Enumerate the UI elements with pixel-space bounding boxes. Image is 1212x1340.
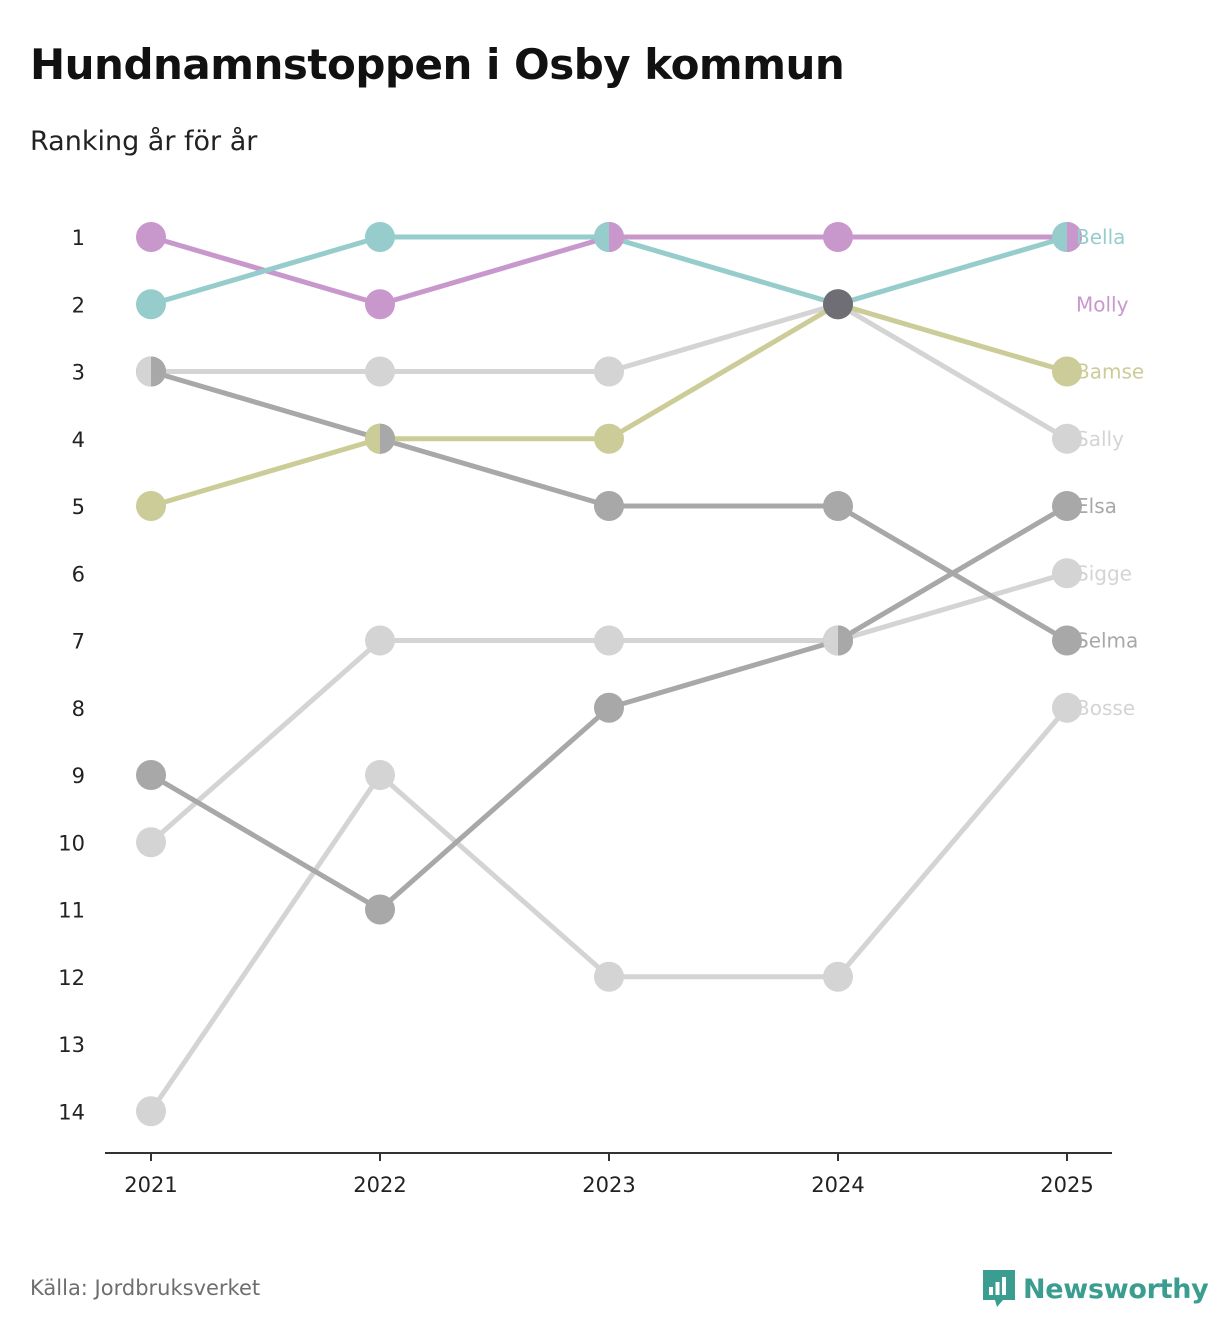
marker-overlap-left	[1052, 222, 1067, 252]
y-tick-label: 6	[72, 562, 85, 586]
series-label-sally: Sally	[1076, 427, 1124, 451]
newsworthy-logo-icon	[983, 1270, 1015, 1307]
marker-overlap-left	[136, 356, 151, 387]
marker-sally-2025[interactable]	[1052, 423, 1082, 454]
marker-overlap-left	[365, 423, 380, 454]
series-label-sigge: Sigge	[1076, 561, 1132, 585]
brand-logo[interactable]: Newsworthy	[983, 1270, 1209, 1308]
series-label-bamse: Bamse	[1076, 360, 1144, 384]
series-labels: Bella Molly Bamse Sally Elsa Sigge Selma Bosse	[1076, 225, 1144, 720]
brand-name: Newsworthy	[1023, 1273, 1209, 1305]
x-tick-label: 2022	[353, 1173, 406, 1197]
series-label-elsa: Elsa	[1076, 494, 1117, 518]
marker-bella-2022[interactable]	[365, 222, 395, 252]
x-tick-label: 2025	[1040, 1173, 1093, 1197]
series-markers	[136, 222, 1082, 1127]
marker-sigge-2023[interactable]	[594, 625, 624, 656]
x-tick-label: 2021	[124, 1173, 177, 1197]
marker-overlap-right	[609, 222, 624, 252]
series-label-bella: Bella	[1076, 225, 1125, 249]
marker-overlap-right	[1067, 222, 1082, 252]
marker-molly-2022[interactable]	[365, 289, 395, 320]
y-tick-label: 12	[58, 966, 85, 990]
marker-bamse-2021[interactable]	[136, 491, 166, 521]
marker-bamse-2025[interactable]	[1052, 356, 1082, 387]
series-label-selma: Selma	[1076, 629, 1138, 653]
marker-bosse-2021[interactable]	[136, 1096, 166, 1127]
marker-sally-2022[interactable]	[365, 356, 395, 387]
marker-overlap-left	[594, 222, 609, 252]
marker-sally-2023[interactable]	[594, 356, 624, 387]
marker-overlap-right	[380, 423, 395, 454]
marker-elsa-2022[interactable]	[365, 894, 395, 925]
marker-molly-2021[interactable]	[136, 222, 166, 252]
y-tick-label: 8	[72, 697, 85, 721]
marker-overlap-right	[838, 625, 853, 656]
y-tick-label: 11	[58, 899, 85, 923]
x-tick-label: 2024	[811, 1173, 864, 1197]
marker-selma-2024[interactable]	[823, 491, 853, 521]
y-tick-label: 1	[72, 226, 85, 250]
chart-subtitle: Ranking år för år	[30, 126, 258, 157]
marker-sigge-2022[interactable]	[365, 625, 395, 656]
marker-selma-2023[interactable]	[594, 491, 624, 521]
marker-sigge-2021[interactable]	[136, 827, 166, 858]
y-tick-label: 2	[72, 293, 85, 317]
source-note: Källa: Jordbruksverket	[30, 1276, 261, 1300]
x-tick-label: 2023	[582, 1173, 635, 1197]
marker-overlap[interactable]	[823, 289, 853, 320]
y-tick-label: 10	[58, 831, 85, 855]
marker-bosse-2023[interactable]	[594, 961, 624, 992]
y-tick-label: 13	[58, 1033, 85, 1057]
y-tick-label: 14	[58, 1100, 85, 1124]
marker-bosse-2022[interactable]	[365, 760, 395, 790]
marker-overlap-right	[151, 356, 167, 387]
y-tick-label: 7	[72, 630, 85, 654]
marker-elsa-2023[interactable]	[594, 692, 624, 723]
y-tick-label: 5	[72, 495, 85, 519]
series-label-molly: Molly	[1076, 292, 1129, 316]
marker-sigge-2025[interactable]	[1052, 558, 1082, 589]
marker-molly-2024[interactable]	[823, 222, 853, 252]
marker-bosse-2025[interactable]	[1052, 692, 1082, 723]
series-label-bosse: Bosse	[1076, 696, 1135, 720]
marker-bella-2021[interactable]	[136, 289, 166, 320]
chart-title: Hundnamnstoppen i Osby kommun	[30, 40, 845, 89]
marker-elsa-2021[interactable]	[136, 760, 166, 790]
marker-overlap-left	[823, 625, 838, 656]
marker-bamse-2023[interactable]	[594, 423, 624, 454]
series-line-bosse[interactable]	[148, 705, 1070, 1114]
series-line-bamse[interactable]	[148, 301, 1070, 509]
y-tick-label: 3	[72, 361, 85, 385]
marker-elsa-2025[interactable]	[1052, 491, 1082, 521]
y-tick-label: 9	[72, 764, 85, 788]
marker-bosse-2024[interactable]	[823, 961, 853, 992]
marker-selma-2025[interactable]	[1052, 625, 1082, 656]
x-axis: 2021 2022 2023 2024 2025	[105, 1152, 1112, 1197]
y-tick-label: 4	[72, 428, 85, 452]
